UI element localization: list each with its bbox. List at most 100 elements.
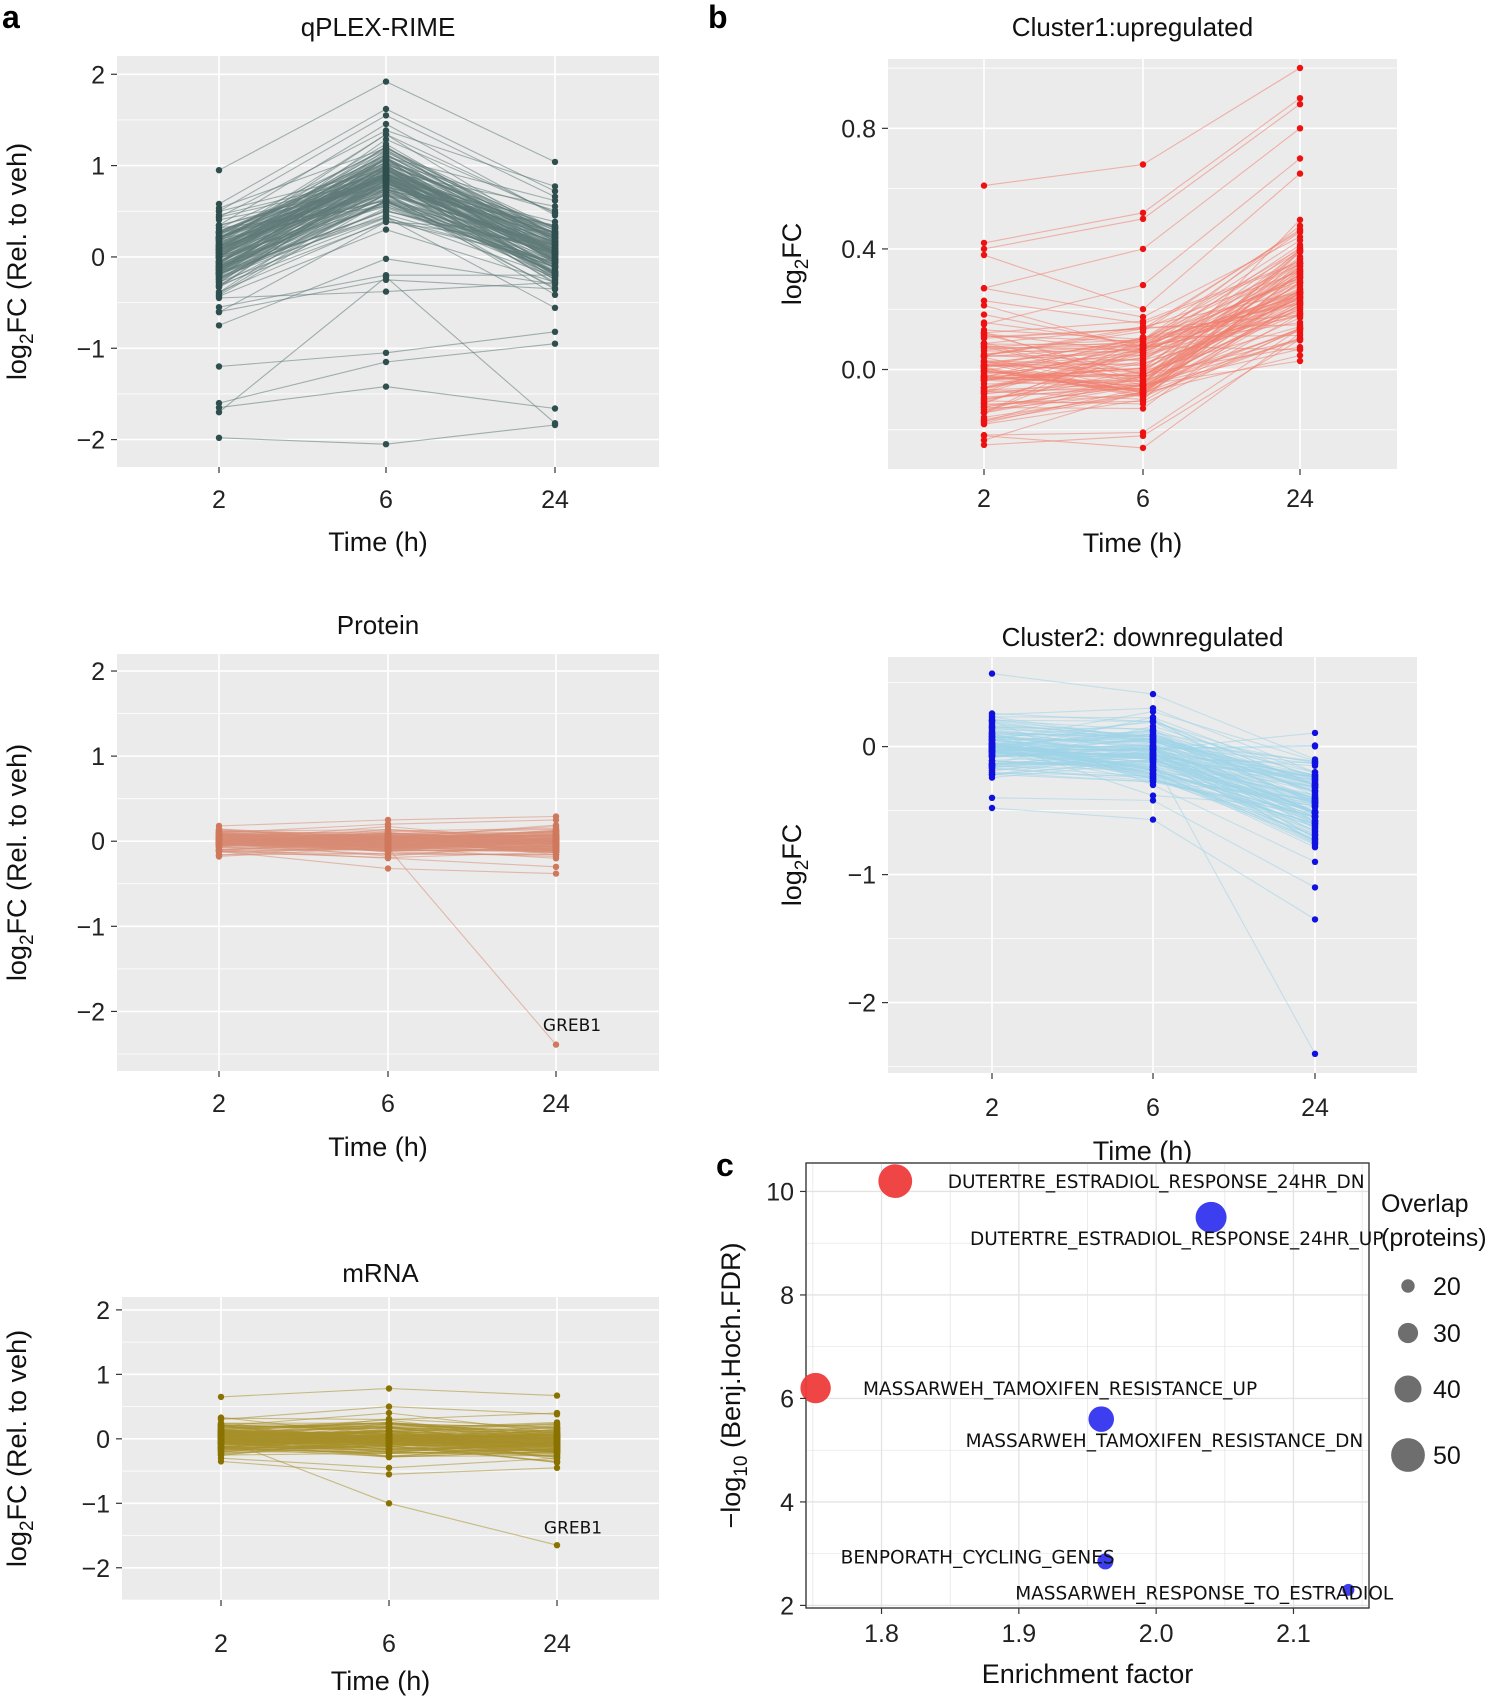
data-point [1296, 274, 1304, 281]
y-tick-label: 6 [780, 1385, 794, 1413]
legend-circle [1401, 1279, 1415, 1293]
data-point [215, 304, 223, 311]
data-point [551, 285, 559, 293]
data-point [1296, 330, 1304, 337]
y-axis-label: log2FC [777, 223, 813, 306]
data-point [215, 363, 223, 370]
data-point [385, 1436, 393, 1443]
data-point [382, 120, 390, 128]
data-point [551, 207, 559, 214]
data-point [1149, 751, 1157, 758]
data-point [552, 816, 560, 824]
x-tick-label: 2 [977, 485, 991, 513]
panel-title: qPLEX-RIME [301, 12, 456, 42]
y-tick-label: −2 [847, 990, 876, 1018]
x-axis-label: Time (h) [328, 527, 428, 557]
data-point [382, 226, 390, 233]
y-tick-label: 0 [91, 828, 105, 856]
y-tick-label: 1 [91, 153, 105, 181]
data-point [551, 158, 559, 166]
data-point [215, 258, 223, 265]
data-point [1149, 718, 1157, 725]
series-points [215, 813, 560, 1048]
data-point [215, 243, 223, 250]
data-point [988, 670, 996, 677]
data-point [215, 208, 223, 215]
legend-label: 20 [1433, 1273, 1461, 1301]
panel-letter-b: b [708, 0, 728, 35]
data-point [1139, 352, 1147, 359]
data-point [382, 441, 390, 448]
y-tick-label: −1 [76, 335, 105, 363]
data-point [215, 399, 223, 407]
data-point [1139, 342, 1147, 350]
data-point [1139, 325, 1147, 332]
data-point [384, 832, 392, 839]
data-point [217, 1455, 225, 1462]
x-tick-label: 6 [382, 1630, 396, 1658]
data-point [980, 418, 988, 425]
data-point [384, 837, 392, 845]
x-tick-label: 24 [541, 486, 569, 514]
x-tick-label: 6 [379, 486, 393, 514]
data-point [1139, 161, 1147, 168]
panel-title: mRNA [342, 1258, 419, 1288]
data-point [1311, 836, 1319, 844]
data-point [551, 188, 559, 195]
y-tick-label: −1 [81, 1490, 110, 1518]
data-point [1311, 742, 1319, 749]
scatter-point [1342, 1583, 1355, 1596]
data-point [1149, 792, 1157, 799]
data-point [553, 1392, 561, 1399]
data-point [1149, 797, 1157, 804]
y-tick-label: 0.4 [841, 236, 876, 264]
data-point [382, 170, 390, 178]
data-point [215, 276, 223, 283]
data-point [215, 404, 223, 411]
data-point [980, 386, 988, 394]
size-legend: Overlap (proteins) 20 30 40 50 [1381, 1190, 1487, 1472]
data-point [1311, 729, 1319, 737]
data-point [215, 838, 223, 845]
data-point [552, 863, 560, 870]
data-point [382, 349, 390, 356]
data-point [551, 421, 559, 429]
data-point [385, 1441, 393, 1448]
y-tick-label: 2 [91, 658, 105, 686]
data-point [551, 253, 559, 261]
data-point [980, 441, 988, 449]
data-point [1311, 791, 1319, 799]
x-tick-label: 6 [1136, 485, 1150, 513]
data-point [1149, 729, 1157, 736]
data-point [988, 804, 996, 812]
point-label: BENPORATH_CYCLING_GENES [841, 1547, 1115, 1568]
y-tick-label: 2 [780, 1592, 794, 1620]
data-point [1311, 858, 1319, 865]
data-point [1149, 690, 1157, 698]
data-point [385, 1409, 393, 1417]
data-point [1311, 820, 1319, 827]
y-tick-label: −2 [81, 1555, 110, 1583]
data-point [1149, 756, 1157, 763]
data-point [1139, 306, 1147, 313]
x-axis-label: Time (h) [1093, 1136, 1193, 1166]
series-points [217, 1385, 561, 1549]
data-point [1139, 380, 1147, 388]
chart-cluster1-upregulated: 0.0 0.4 0.8 2 6 24 Cluster1:upregulated Time (h… [777, 12, 1397, 558]
data-point [551, 248, 559, 255]
data-point [215, 263, 223, 270]
data-point [1296, 352, 1304, 359]
x-tick-label: 2.0 [1139, 1620, 1174, 1648]
data-point [553, 1409, 561, 1417]
data-point [988, 749, 996, 756]
x-axis-label: Time (h) [328, 1132, 428, 1162]
chart-mrna: −2 −1 0 1 2 2 6 24 mRNA Time (h) log2FC (Rel. to v… [2, 1258, 659, 1696]
data-point [980, 297, 988, 304]
data-point [1139, 444, 1147, 452]
data-point [552, 832, 560, 839]
data-point [553, 1464, 561, 1472]
data-point [215, 248, 223, 255]
legend-title-line2: (proteins) [1381, 1224, 1487, 1252]
data-point [988, 743, 996, 750]
